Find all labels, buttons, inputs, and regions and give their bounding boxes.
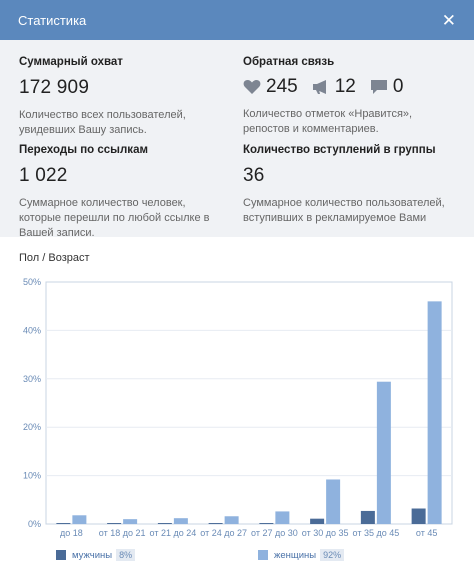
x-tick-label: от 35 до 45: [353, 528, 400, 538]
stat-joins-value: 36: [243, 165, 265, 186]
stat-feedback-description: Количество отметок «Нравится», репостов …: [243, 108, 413, 135]
bar-male: [208, 523, 223, 524]
modal-title: Статистика: [18, 12, 87, 28]
bar-female: [72, 515, 87, 524]
y-tick-label: 0%: [28, 519, 41, 529]
bar-male: [310, 518, 325, 524]
heart-icon: [243, 80, 261, 94]
comment-icon: [370, 80, 387, 94]
stat-feedback: Обратная связь 245 12 0: [243, 56, 455, 144]
stat-joins-description: Суммарное количество пользователей, всту…: [243, 197, 445, 224]
stat-joins-title: Количество вступлений в группы: [243, 144, 436, 156]
x-tick-label: от 24 до 27: [200, 528, 247, 538]
legend-swatch: [56, 550, 66, 560]
stat-clicks-value: 1 022: [19, 165, 68, 186]
chart-section: Пол / Возраст 0% 10% 20% 30% 40% 50% до 18 от 1…: [0, 237, 474, 577]
close-icon[interactable]: ✕: [441, 10, 456, 30]
stat-clicks-description: Суммарное количество человек, которые пе…: [19, 197, 210, 239]
chart-title: Пол / Возраст: [19, 252, 90, 264]
bar-female: [427, 301, 442, 524]
x-tick-label: от 21 до 24: [150, 528, 197, 538]
y-tick-label: 50%: [23, 277, 41, 287]
legend-item-female[interactable]: женщины 92%: [258, 549, 345, 561]
y-tick-label: 10%: [23, 471, 41, 481]
plot-area: [45, 281, 453, 525]
bar-male: [157, 523, 172, 524]
likes-count: 245: [243, 76, 298, 98]
bar-female: [173, 518, 188, 524]
reposts-value: 12: [334, 76, 356, 97]
y-tick-label: 20%: [23, 422, 41, 432]
stat-feedback-title: Обратная связь: [243, 56, 335, 68]
legend-share-badge: 8%: [116, 549, 136, 561]
stat-reach: Суммарный охват 172 909 Количество всех …: [19, 56, 243, 144]
bar-female: [123, 519, 138, 524]
bar-female: [224, 516, 239, 524]
reposts-count: 12: [312, 76, 356, 98]
bar-male: [259, 523, 274, 524]
legend-share-badge: 92%: [320, 549, 345, 561]
stat-clicks-title: Переходы по ссылкам: [19, 144, 148, 156]
bar-male: [56, 523, 71, 524]
bar-female: [275, 511, 290, 524]
legend-item-male[interactable]: мужчины 8%: [56, 549, 136, 561]
bar-male: [360, 510, 375, 524]
gender-age-chart: 0% 10% 20% 30% 40% 50% до 18 от 18 до 21 от 21 д…: [23, 277, 453, 538]
comments-value: 0: [392, 76, 404, 97]
bar-male: [107, 523, 122, 524]
x-tick-label: от 27 до 30: [251, 528, 298, 538]
y-tick-label: 30%: [23, 374, 41, 384]
modal-header: Статистика ✕: [0, 0, 474, 40]
comments-count: 0: [370, 76, 404, 98]
stat-reach-value: 172 909: [19, 77, 90, 98]
bar-male: [411, 508, 426, 524]
x-tick-label: до 18: [60, 528, 83, 538]
y-tick-label: 40%: [23, 325, 41, 335]
chart-legend: мужчины 8% женщины 92%: [0, 549, 474, 569]
x-tick-label: от 30 до 35: [302, 528, 349, 538]
stat-reach-title: Суммарный охват: [19, 56, 123, 68]
legend-label: мужчины: [72, 549, 113, 561]
likes-value: 245: [266, 76, 298, 97]
stats-panel: Суммарный охват 172 909 Количество всех …: [0, 40, 474, 239]
x-tick-label: от 18 до 21: [99, 528, 146, 538]
x-tick-label: от 45: [416, 528, 437, 538]
legend-label: женщины: [274, 549, 317, 561]
bar-female: [326, 479, 341, 524]
stat-clicks: Переходы по ссылкам 1 022 Суммарное коли…: [19, 144, 243, 239]
megaphone-icon: [312, 80, 326, 94]
bar-female: [376, 381, 391, 524]
stat-joins: Количество вступлений в группы 36 Суммар…: [243, 144, 455, 232]
stat-reach-description: Количество всех пользователей, увидевших…: [19, 109, 186, 136]
legend-swatch: [258, 550, 268, 560]
